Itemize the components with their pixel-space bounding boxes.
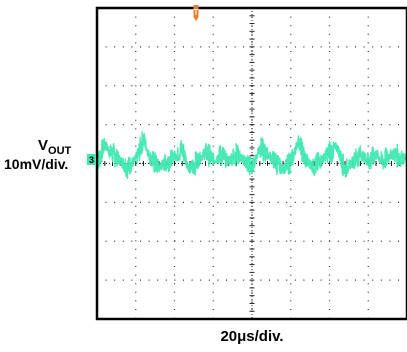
y-scale-label: 10mV/div. [4, 156, 68, 172]
channel-marker: 3 [87, 154, 96, 165]
screen-frame [95, 6, 407, 321]
trace-line-vout [96, 130, 407, 180]
channel-label-subscript: OUT [48, 145, 72, 157]
channel-label-main: V [38, 137, 48, 154]
channel-label: VOUT [38, 137, 72, 157]
trigger-marker: T [193, 5, 199, 21]
vout-trace [96, 130, 407, 180]
x-scale-label: 20μs/div. [220, 328, 283, 345]
channel-marker-box [87, 154, 96, 165]
trigger-marker-label: T [194, 8, 199, 17]
trigger-marker-shape [193, 5, 199, 21]
channel-marker-label: 3 [89, 155, 94, 165]
